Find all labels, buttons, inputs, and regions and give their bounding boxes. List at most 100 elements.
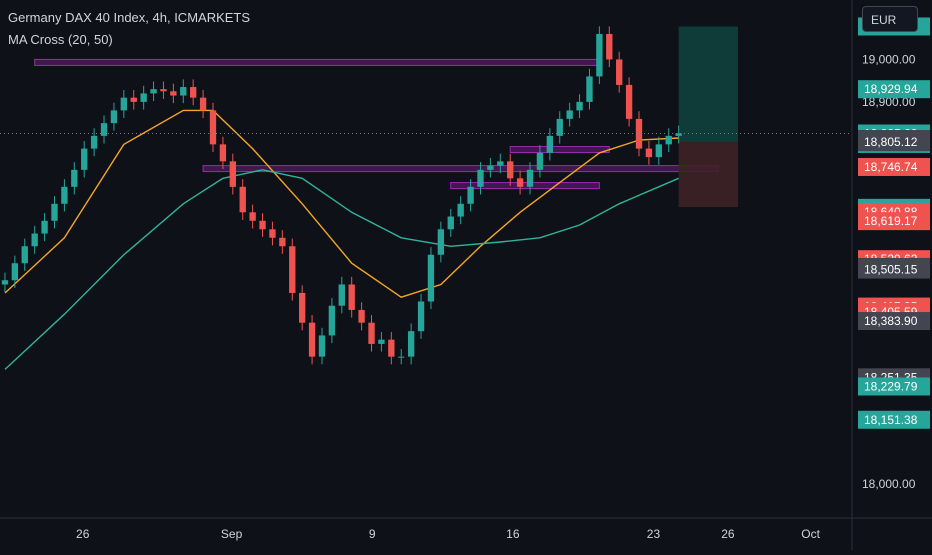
candle-body [467,186,474,204]
candle-body [140,93,147,102]
candle-body [556,118,563,136]
candle-body [675,133,682,136]
x-tick-label: 23 [647,527,661,541]
candle-body [447,216,454,230]
price-tag [858,410,930,429]
candle-body [586,76,593,102]
zone-3 [509,145,610,153]
x-tick-label: 16 [506,527,520,541]
candle-body [81,148,88,170]
candle-body [279,237,286,247]
price-tag [858,212,930,231]
candle-body [110,110,118,124]
candle-body [199,97,207,111]
price-tag-label: 18,746.74 [864,160,918,174]
candle-body [21,246,28,264]
candle-body [209,110,217,145]
price-tag-label: 18,929.94 [864,82,918,96]
candle-body [516,178,524,187]
ma-line-slow [4,169,679,370]
candle-body [298,292,306,323]
candle-body [338,284,345,306]
candle-body [378,339,385,344]
candle-body [259,220,266,230]
candle-body [308,322,316,357]
candle-body [90,135,98,149]
candle-body [269,229,276,238]
price-tag-label: 18,619.17 [864,214,918,228]
candle-body [645,148,653,158]
price-tag [858,133,930,152]
position-stop-zone [678,142,739,207]
candle-body [358,309,365,323]
candle-body [665,135,672,145]
y-tick-label: 19,000.00 [862,52,916,66]
candle-body [427,254,435,302]
candle-body [249,212,256,221]
candle-body [160,89,167,92]
candle-body [11,263,19,281]
candle-body [239,186,246,213]
y-tick-label: 18,000.00 [862,477,916,491]
candle-body [100,123,108,136]
price-tag-label: 18,383.90 [864,314,918,328]
price-tag-label: 18,229.79 [864,379,918,393]
candle-body [616,59,623,85]
currency-selector[interactable]: EUR [862,6,918,32]
candle-body [219,144,227,162]
candle-body [180,87,187,96]
price-tag-label: 18,505.15 [864,263,918,277]
symbol-title[interactable]: Germany DAX 40 Index, 4h, ICMARKETS [8,10,251,25]
price-tag-label: 18,151.38 [864,413,918,427]
x-tick-label: 26 [76,527,90,541]
candle-body [368,322,375,344]
candle-body [190,87,197,98]
candle-body [487,165,494,170]
price-tag [858,312,930,331]
candle-body [41,220,48,234]
candle-body [596,33,603,77]
zone-1 [202,165,719,173]
candle-body [328,305,336,336]
candle-body [407,331,415,357]
candle-body [120,97,128,111]
candle-body [348,284,355,310]
zone-2 [450,182,600,190]
candle-body [635,118,643,149]
x-tick-label: Oct [801,527,820,541]
candle-body [625,84,633,119]
candle-body [507,161,514,179]
price-tag [858,80,930,99]
candle-body [130,97,137,102]
candle-body [477,169,484,187]
price-tag [858,260,930,279]
x-tick-label: 9 [369,527,376,541]
candle-body [229,161,236,187]
candle-body [606,33,613,60]
candle-body [546,135,554,153]
candle-body [289,246,296,293]
indicator-legend[interactable]: MA Cross (20, 50) [8,32,113,47]
candle-body [71,169,78,187]
candle-body [566,110,573,119]
candle-body [31,233,38,247]
candle-body [497,161,504,166]
candle-body [170,91,177,96]
price-tag-label: 18,805.12 [864,135,918,149]
candle-body [437,229,445,255]
x-tick-label: 26 [721,527,735,541]
y-tick-label: 18,900.00 [862,95,916,109]
candle-body [417,301,425,332]
candle-body [388,339,395,357]
candle-body [457,203,464,217]
candle-body [655,144,662,158]
price-tag [858,157,930,176]
candle-body [536,152,544,170]
candle-body [576,101,583,111]
price-tag [858,377,930,396]
candle-body [51,203,58,221]
candle-body [61,186,68,204]
